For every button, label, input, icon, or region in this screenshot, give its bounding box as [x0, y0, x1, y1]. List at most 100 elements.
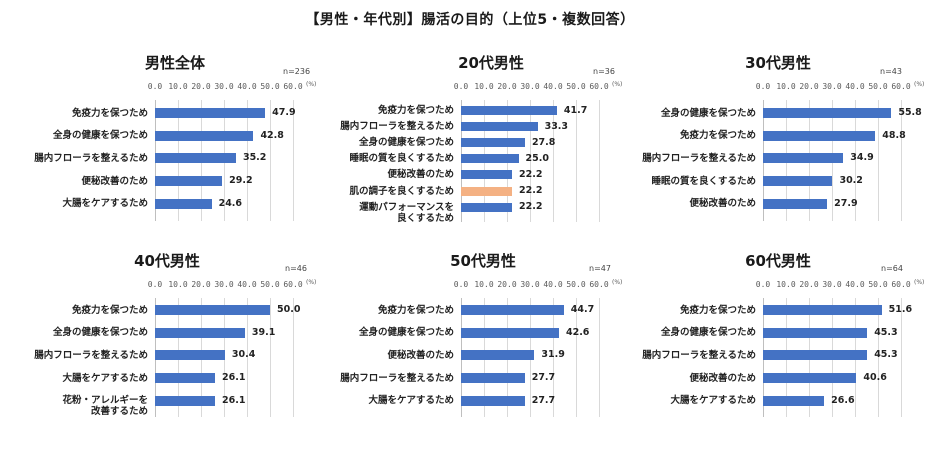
category-label: 便秘改善のため [81, 175, 148, 187]
bar[interactable] [155, 198, 212, 209]
bar-row[interactable]: 全身の健康を保つため 39.1 [53, 327, 295, 339]
bar[interactable] [155, 153, 236, 164]
category-label: 大腸をケアするため [62, 198, 148, 210]
x-axis-tick-label: 40.0 [845, 280, 865, 289]
bar-row[interactable]: 腸内フローラを整えるため 27.7 [340, 372, 601, 384]
value-label: 22.2 [519, 185, 543, 196]
bar[interactable] [461, 138, 525, 148]
category-label: 腸内フローラを整えるため [642, 152, 756, 164]
bar-row[interactable]: 大腸をケアするため 26.6 [670, 395, 903, 407]
bar-row[interactable]: 便秘改善のため 31.9 [387, 349, 601, 361]
category-label: 免疫力を保つため [679, 304, 756, 316]
bar-row[interactable]: 腸内フローラを整えるため 45.3 [642, 349, 903, 361]
bar-row[interactable]: 全身の健康を保つため 27.8 [359, 137, 601, 149]
bar[interactable] [461, 106, 557, 115]
bar[interactable] [461, 186, 513, 196]
value-label: 45.3 [874, 326, 898, 338]
bar[interactable] [763, 373, 857, 384]
bar-row[interactable]: 腸内フローラを整えるため 33.3 [340, 121, 601, 133]
bar-row[interactable]: 腸内フローラを整えるため 34.9 [642, 152, 903, 164]
bar-row[interactable]: 全身の健康を保つため 42.6 [359, 327, 601, 339]
bar-row[interactable]: 免疫力を保つため 41.7 [378, 105, 601, 117]
bar-row[interactable]: 花粉・アレルギーを 改善するため 26.1 [62, 395, 295, 418]
bar-row[interactable]: 免疫力を保つため 44.7 [378, 304, 601, 316]
bar[interactable] [763, 130, 876, 141]
bar[interactable] [763, 198, 828, 209]
gridline [270, 100, 271, 221]
bar-row[interactable]: 大腸をケアするため 24.6 [62, 197, 295, 210]
x-axis-tick-label: 50.0 [566, 280, 586, 289]
sample-size-label: n=47 [589, 264, 611, 273]
chart-panel-20s-men: 20代男性 n=36 0.0 10.0 20.0 30.0 40.0 50.0 60.0 (%) 免… [306, 52, 622, 252]
category-label: 免疫力を保つため [377, 105, 454, 116]
bar-row[interactable]: 免疫力を保つため 47.9 [72, 107, 296, 119]
sample-size-label: n=236 [283, 67, 311, 76]
bar[interactable] [155, 305, 270, 315]
bar-row[interactable]: 運動パフォーマンスを 良くするため 22.2 [359, 201, 601, 224]
bar-row[interactable]: 免疫力を保つため 50.0 [72, 304, 300, 316]
bar-row[interactable]: 腸内フローラを整えるため 35.2 [34, 152, 295, 164]
bar[interactable] [461, 373, 525, 384]
chart-panel-40s-men: 40代男性 n=46 0.0 10.0 20.0 30.0 40.0 50.0 60.0 (%) 免… [0, 250, 316, 450]
sample-size-label: n=46 [285, 264, 307, 273]
bar[interactable] [461, 202, 513, 212]
value-label: 27.7 [531, 372, 556, 384]
x-axis-tick-label: 40.0 [237, 280, 257, 289]
bar[interactable] [155, 176, 223, 187]
x-axis-tick-label: 10.0 [168, 82, 188, 91]
bar[interactable] [461, 170, 513, 180]
plot-area: 免疫力を保つため 50.0 全身の健康を保つため 39.1 腸内フローラを整えるため 30… [34, 298, 300, 418]
bar-row[interactable]: 大腸をケアするため 27.7 [368, 395, 601, 407]
x-axis-tick-label: 10.0 [474, 280, 494, 289]
bar-row[interactable]: 便秘改善のため 29.2 [81, 175, 295, 187]
chart-panel-60s-men: 60代男性 n=64 0.0 10.0 20.0 30.0 40.0 50.0 60.0 (%) 免… [608, 250, 924, 450]
bar[interactable] [155, 395, 216, 406]
bar[interactable] [763, 108, 892, 118]
sample-size-label: n=64 [881, 264, 903, 273]
x-axis-tick-label: 50.0 [868, 280, 888, 289]
value-label: 24.6 [218, 197, 243, 209]
bar[interactable] [461, 122, 538, 132]
bar[interactable] [461, 305, 564, 315]
bar[interactable] [763, 176, 833, 187]
bar[interactable] [461, 395, 525, 406]
bar-row[interactable]: 免疫力を保つため 48.8 [680, 129, 906, 142]
bar-row[interactable]: 便秘改善のため 40.6 [689, 372, 903, 384]
bar-row[interactable]: 睡眠の質を良くするため 30.2 [651, 175, 903, 187]
bar[interactable] [155, 373, 216, 384]
bar[interactable] [763, 327, 868, 338]
gridline [599, 100, 600, 222]
x-axis-tick-label: 50.0 [868, 82, 888, 91]
bar[interactable] [155, 130, 254, 141]
bar[interactable] [763, 350, 868, 361]
bar-row[interactable]: 全身の健康を保つため 42.8 [53, 130, 295, 142]
bar[interactable] [155, 108, 266, 118]
bar[interactable] [155, 327, 245, 338]
bar-row[interactable]: 腸内フローラを整えるため 30.4 [34, 349, 295, 361]
bar-row[interactable]: 便秘改善のため 22.2 [387, 169, 601, 181]
bar-row[interactable]: 睡眠の質を良くするため 25.0 [349, 153, 601, 165]
bar[interactable] [461, 154, 519, 164]
bar[interactable] [763, 395, 825, 406]
bar-row[interactable]: 便秘改善のため 27.9 [689, 198, 903, 210]
x-axis-tick-label: 0.0 [453, 280, 469, 289]
bar-row[interactable]: 大腸をケアするため 26.1 [62, 372, 295, 384]
main-title: 【男性・年代別】腸活の目的（上位5・複数回答） [305, 12, 635, 28]
bar-row[interactable]: 肌の調子を良くするため 22.2 [349, 185, 601, 197]
x-axis-tick-label: 60.0 [283, 280, 303, 289]
bar[interactable] [155, 350, 225, 361]
gridline [270, 298, 271, 417]
bar[interactable] [461, 327, 559, 338]
x-axis-ticks: 0.0 10.0 20.0 30.0 40.0 50.0 60.0 (%) [756, 81, 925, 94]
value-label: 47.9 [272, 107, 296, 118]
bar[interactable] [461, 350, 535, 361]
chart-panel-50s-men: 50代男性 n=47 0.0 10.0 20.0 30.0 40.0 50.0 60.0 (%) 免… [306, 250, 622, 450]
bar-row[interactable]: 免疫力を保つため 51.6 [680, 304, 912, 316]
bar-row[interactable]: 全身の健康を保つため 55.8 [661, 107, 922, 119]
bar-row[interactable]: 全身の健康を保つため 45.3 [661, 326, 903, 339]
gridline [878, 100, 879, 221]
value-label: 48.8 [882, 129, 906, 141]
bar[interactable] [763, 305, 882, 315]
plot-area: 免疫力を保つため 41.7 腸内フローラを整えるため 33.3 全身の健康を保つため 27… [340, 100, 601, 224]
bar[interactable] [763, 153, 844, 164]
